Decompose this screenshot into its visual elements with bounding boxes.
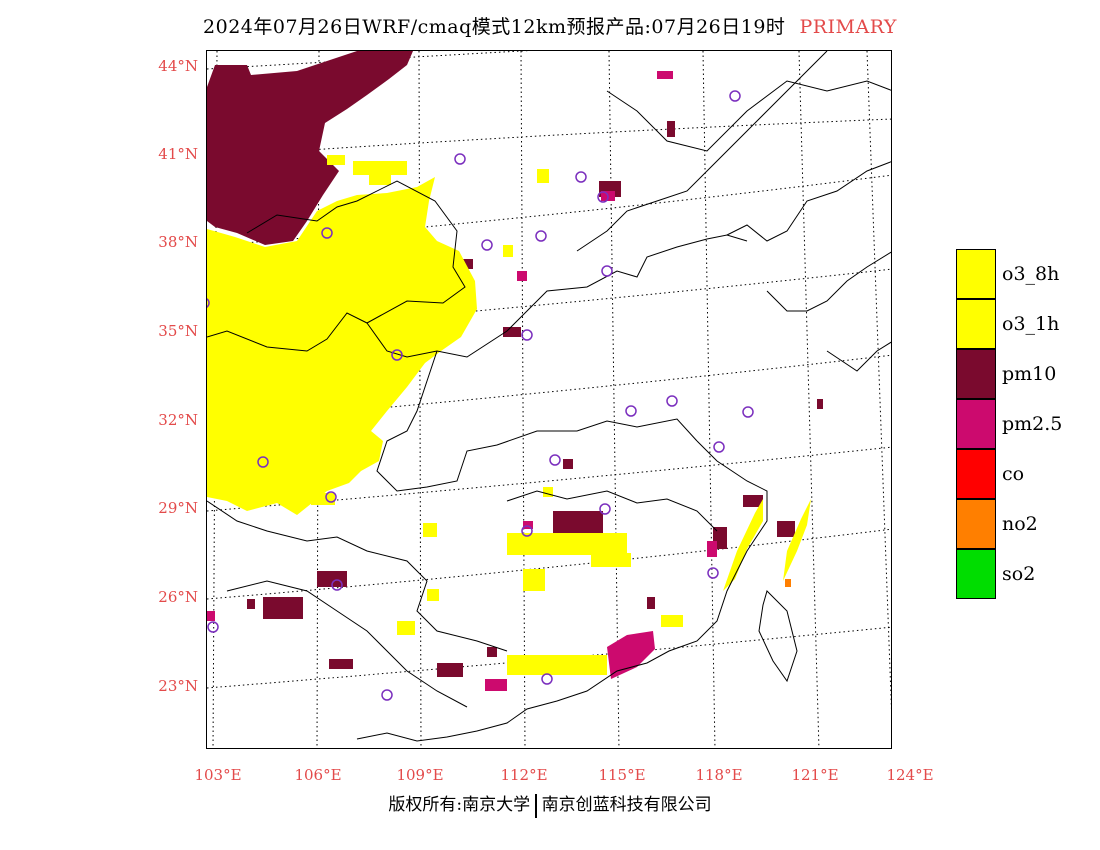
lon-label-115: 115°E <box>598 766 646 784</box>
ozone-areas <box>207 155 811 675</box>
legend-swatch <box>956 349 996 399</box>
lon-label-106: 106°E <box>294 766 342 784</box>
footer-copyright: 版权所有:南京大学 <box>388 795 531 815</box>
lat-label-35: 35°N <box>158 322 198 340</box>
no2-spot <box>785 579 791 587</box>
lon-label-103: 103°E <box>194 766 242 784</box>
lon-label-118: 118°E <box>695 766 743 784</box>
legend-swatch <box>956 549 996 599</box>
lon-label-112: 112°E <box>500 766 548 784</box>
lat-label-26: 26°N <box>158 588 198 606</box>
legend-label: o3_1h <box>1002 313 1060 335</box>
lon-label-124: 124°E <box>886 766 934 784</box>
legend-item-pm10: pm10 <box>956 349 1096 399</box>
lat-label-41: 41°N <box>158 145 198 163</box>
copyright-footer: 版权所有:南京大学 南京创蓝科技有限公司 <box>0 790 1100 818</box>
boundary-lines <box>207 51 891 742</box>
legend-item-o3-1h: o3_1h <box>956 299 1096 349</box>
lon-label-109: 109°E <box>396 766 444 784</box>
lat-label-38: 38°N <box>158 233 198 251</box>
legend-swatch <box>956 449 996 499</box>
footer-divider <box>535 793 537 818</box>
map-title: 2024年07月26日WRF/cmaq模式12km预报产品:07月26日19时 P… <box>0 12 1100 39</box>
legend-label: no2 <box>1002 513 1038 535</box>
legend-swatch <box>956 499 996 549</box>
footer-company: 南京创蓝科技有限公司 <box>541 795 712 815</box>
legend-label: so2 <box>1002 563 1036 585</box>
lat-label-23: 23°N <box>158 677 198 695</box>
lat-label-32: 32°N <box>158 411 198 429</box>
title-main: 2024年07月26日WRF/cmaq模式12km预报产品:07月26日19时 <box>203 16 786 38</box>
forecast-map <box>206 50 892 749</box>
legend-item-pm25: pm2.5 <box>956 399 1096 449</box>
legend-swatch <box>956 399 996 449</box>
city-markers <box>207 90 754 701</box>
pm25-areas <box>207 71 717 691</box>
map-canvas <box>207 51 891 748</box>
legend-swatch <box>956 249 996 299</box>
lon-label-121: 121°E <box>791 766 839 784</box>
title-primary-tag: PRIMARY <box>799 16 897 38</box>
lat-label-44: 44°N <box>158 57 198 75</box>
legend-item-no2: no2 <box>956 499 1096 549</box>
legend-label: co <box>1002 463 1025 485</box>
lat-label-29: 29°N <box>158 499 198 517</box>
pollutant-legend: o3_8h o3_1h pm10 pm2.5 co no2 so2 <box>956 249 1096 599</box>
legend-label: pm2.5 <box>1002 413 1063 435</box>
legend-label: pm10 <box>1002 363 1057 385</box>
legend-item-co: co <box>956 449 1096 499</box>
legend-label: o3_8h <box>1002 263 1060 285</box>
legend-item-so2: so2 <box>956 549 1096 599</box>
legend-swatch <box>956 299 996 349</box>
legend-item-o3-8h: o3_8h <box>956 249 1096 299</box>
